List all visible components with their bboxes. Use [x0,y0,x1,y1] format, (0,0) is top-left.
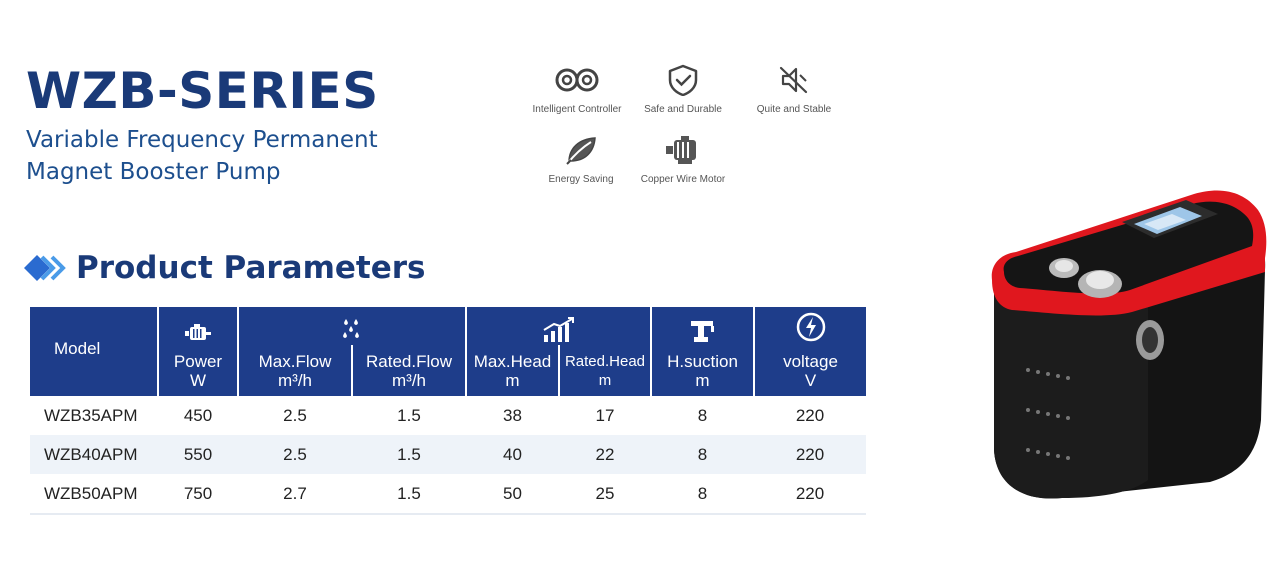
controller-icon [555,68,599,92]
header-voltage: voltage V [753,345,866,396]
page-subtitle: Variable Frequency Permanent Magnet Boos… [26,124,378,188]
header-max-head-label: Max.Head [473,352,552,371]
cell-model: WZB40APM [30,435,158,474]
cell-model: WZB35APM [44,405,138,425]
cell-suction: 8 [651,435,754,474]
header-rated-flow: Rated.Flow m³/h [351,345,466,396]
motor-icon [666,136,696,164]
cell-power: 750 [158,474,238,515]
header-power-icon-cell [157,307,238,345]
cell-rated-flow: 1.5 [397,405,421,425]
header-rated-head-unit: m [598,372,612,389]
header-rated-head-label: Rated.Head [564,353,646,370]
header-model: Model [30,307,158,396]
header-rated-flow-label: Rated.Flow [366,352,452,371]
header-max-flow-label: Max.Flow [258,352,332,371]
feature-label: Quite and Stable [756,104,832,115]
cell-max-head: 50 [466,474,559,515]
feature-intelligent-controller: Intelligent Controller [512,64,642,115]
header-head-icon-cell [465,307,651,345]
header-voltage-unit: V [804,371,817,390]
header-max-flow-unit: m³/h [278,371,312,390]
header-suction: H.suction m [650,345,754,396]
diamond-arrow-icon [24,255,66,281]
cell-rated-head: 22 [559,435,651,474]
cell-power: 450 [183,405,213,425]
table-row: WZB35APM 450 2.5 1.5 38 17 8 220 [30,396,866,435]
page-title: WZB-SERIES [26,62,379,120]
feature-safe-durable: Safe and Durable [618,64,748,115]
cell-max-flow: 2.7 [238,474,352,515]
parameters-table: Model [30,307,866,515]
leaf-icon [566,137,596,165]
feature-energy-saving: Energy Saving [516,134,646,185]
cell-max-head: 38 [503,405,522,425]
cell-rated-flow: 1.5 [352,435,466,474]
shield-check-icon [668,64,698,96]
cell-max-flow: 2.5 [238,435,352,474]
header-flow-icon-cell [237,307,466,345]
suction-pipe-icon [690,321,714,342]
cell-voltage: 220 [754,474,866,515]
subtitle-line-2: Magnet Booster Pump [26,159,281,185]
cell-rated-head: 25 [559,474,651,515]
header-max-flow: Max.Flow m³/h [237,345,352,396]
cell-suction: 8 [651,474,754,515]
motor-icon [185,324,211,340]
cell-power: 550 [158,435,238,474]
header-rated-flow-unit: m³/h [392,371,426,390]
feature-label: Safe and Durable [644,104,722,115]
feature-label: Intelligent Controller [532,104,622,115]
water-drops-icon [343,319,359,338]
pump-product-image [991,190,1267,499]
header-suction-icon-cell [650,307,754,345]
lightning-icon [796,312,825,342]
cell-rated-head: 17 [595,405,615,425]
header-power: Power W [157,345,238,396]
cell-max-flow: 2.5 [283,405,307,425]
header-suction-unit: m [695,371,710,390]
cell-voltage: 220 [754,435,866,474]
header-power-unit: W [189,371,207,390]
header-max-head-unit: m [505,371,520,390]
cell-suction: 8 [697,405,708,425]
cell-rated-flow: 1.5 [352,474,466,515]
cell-voltage: 220 [795,405,825,425]
header-max-head: Max.Head m [465,345,559,396]
table-row: WZB40APM 550 2.5 1.5 40 22 8 220 [30,435,866,474]
bar-chart-rising-icon [542,317,574,342]
header-rated-head: Rated.Head m [558,345,651,396]
subtitle-line-1: Variable Frequency Permanent [26,127,378,153]
feature-copper-wire-motor: Copper Wire Motor [618,134,748,185]
header-voltage-icon-cell [753,307,866,345]
feature-quiet-stable: Quite and Stable [729,64,859,115]
table-row: WZB50APM 750 2.7 1.5 50 25 8 220 [30,474,866,515]
feature-label: Copper Wire Motor [640,174,726,185]
cell-max-head: 40 [466,435,559,474]
section-header: Product Parameters [22,246,425,290]
mute-icon [779,66,808,94]
section-title: Product Parameters [76,250,426,286]
cell-model: WZB50APM [30,474,158,515]
header-suction-label: H.suction [667,352,738,371]
feature-label: Energy Saving [548,174,614,185]
header-voltage-label: voltage [783,352,838,371]
header-power-label: Power [173,352,223,371]
